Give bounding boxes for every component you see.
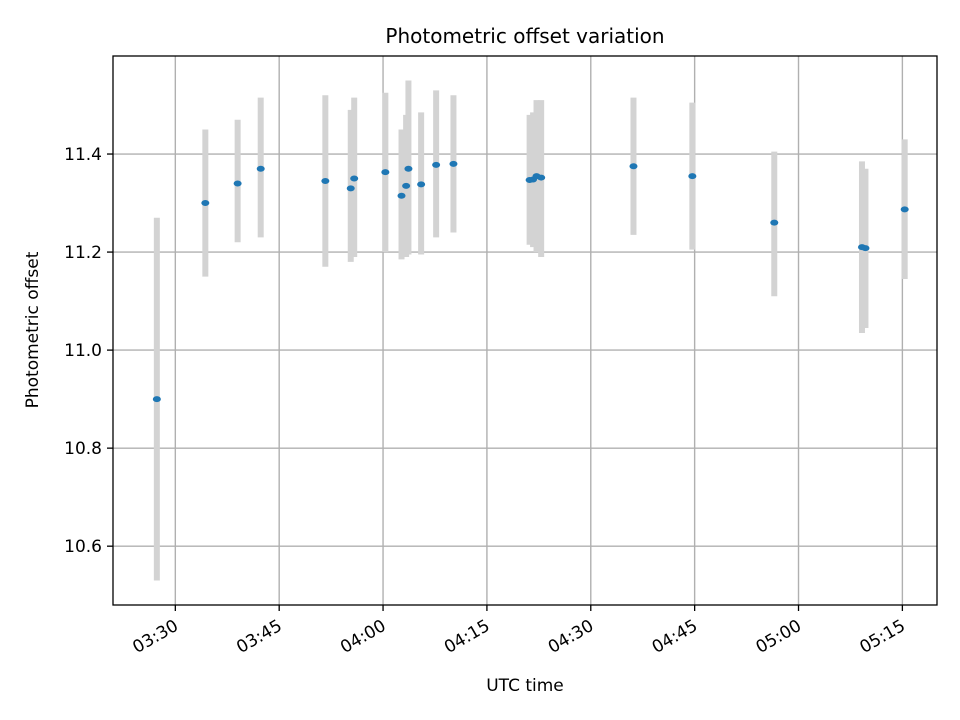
y-axis-ticks: 10.6 10.8 11.0 11.2 11.4	[64, 145, 113, 557]
data-point	[900, 206, 909, 213]
data-point	[770, 219, 779, 226]
y-tick-label: 11.4	[64, 145, 102, 165]
data-point	[537, 174, 546, 181]
y-tick-label: 11.0	[64, 341, 102, 361]
y-axis-label: Photometric offset	[23, 251, 43, 408]
data-point	[346, 185, 355, 192]
data-point	[152, 396, 161, 403]
data-point	[432, 161, 441, 168]
data-point	[321, 177, 330, 184]
y-tick-label: 11.2	[64, 243, 102, 263]
data-point	[629, 163, 638, 170]
y-tick-label: 10.8	[64, 439, 102, 459]
data-point	[201, 200, 210, 207]
plot-area-frame	[112, 55, 938, 606]
chart-title: Photometric offset variation	[385, 24, 664, 48]
data-points	[152, 160, 909, 403]
y-tick-label: 10.6	[64, 537, 102, 557]
data-point	[417, 181, 426, 188]
data-point	[688, 173, 697, 180]
data-point	[404, 165, 413, 172]
data-point	[861, 245, 870, 252]
data-point	[350, 175, 359, 182]
data-point	[233, 180, 242, 187]
data-point	[402, 182, 411, 189]
data-point	[256, 165, 265, 172]
x-axis-label: UTC time	[486, 676, 564, 696]
data-point	[449, 160, 458, 167]
data-point	[397, 192, 406, 199]
data-point	[381, 169, 390, 176]
